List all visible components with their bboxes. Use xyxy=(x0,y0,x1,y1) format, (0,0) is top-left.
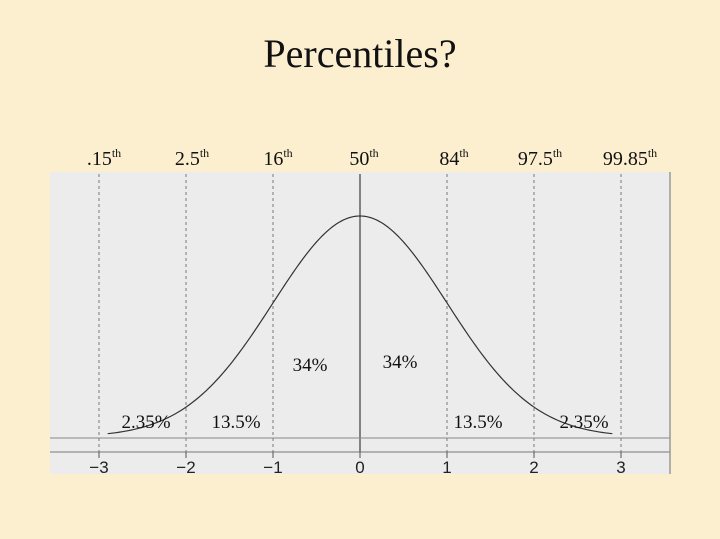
percentile-suffix-0: th xyxy=(112,146,121,160)
percentile-label-5: 97.5th xyxy=(518,146,562,170)
percentile-value-4: 84 xyxy=(439,148,459,170)
slide-title: Percentiles? xyxy=(263,31,457,76)
percentile-suffix-2: th xyxy=(283,146,292,160)
percentile-value-0: .15 xyxy=(87,148,112,170)
area-label-1: 13.5% xyxy=(211,412,260,433)
percentile-label-1: 2.5th xyxy=(175,146,209,170)
x-axis: −3 −2 −1 0 1 2 3 xyxy=(50,172,671,477)
percentile-label-2: 16th xyxy=(263,146,292,170)
percentile-label-4: 84th xyxy=(439,146,468,170)
percentile-value-5: 97.5 xyxy=(518,148,553,170)
x-tick-label-2: −1 xyxy=(263,458,282,477)
percentile-label-3: 50th xyxy=(349,146,378,170)
area-labels: 2.35% 13.5% 34% 34% 13.5% 2.35% xyxy=(121,352,608,433)
percentile-labels: .15th 2.5th 16th 50th 84th 97.5th 99.85th xyxy=(87,146,657,170)
percentile-lines xyxy=(98,174,622,452)
area-label-3: 34% xyxy=(383,352,418,373)
area-label-5: 2.35% xyxy=(559,412,608,433)
percentile-suffix-4: th xyxy=(459,146,468,160)
density-curve-group xyxy=(107,215,613,435)
percentile-label-0: .15th xyxy=(87,146,121,170)
x-tick-label-6: 3 xyxy=(616,458,625,477)
percentile-suffix-3: th xyxy=(369,146,378,160)
x-tick-label-0: −3 xyxy=(89,458,108,477)
x-tick-label-4: 1 xyxy=(442,458,451,477)
percentile-label-6: 99.85th xyxy=(603,146,657,170)
area-label-4: 13.5% xyxy=(453,412,502,433)
density-curve xyxy=(107,215,613,435)
x-tick-label-3: 0 xyxy=(355,458,364,477)
percentile-value-6: 99.85 xyxy=(603,148,648,170)
percentile-value-2: 16 xyxy=(263,148,283,170)
percentile-value-3: 50 xyxy=(349,148,369,170)
x-tick-label-5: 2 xyxy=(529,458,538,477)
x-tick-label-1: −2 xyxy=(176,458,195,477)
area-label-2: 34% xyxy=(293,355,328,376)
percentile-suffix-6: th xyxy=(648,146,657,160)
area-label-0: 2.35% xyxy=(121,412,170,433)
percentile-value-1: 2.5 xyxy=(175,148,200,170)
percentile-suffix-1: th xyxy=(200,146,209,160)
percentile-suffix-5: th xyxy=(553,146,562,160)
